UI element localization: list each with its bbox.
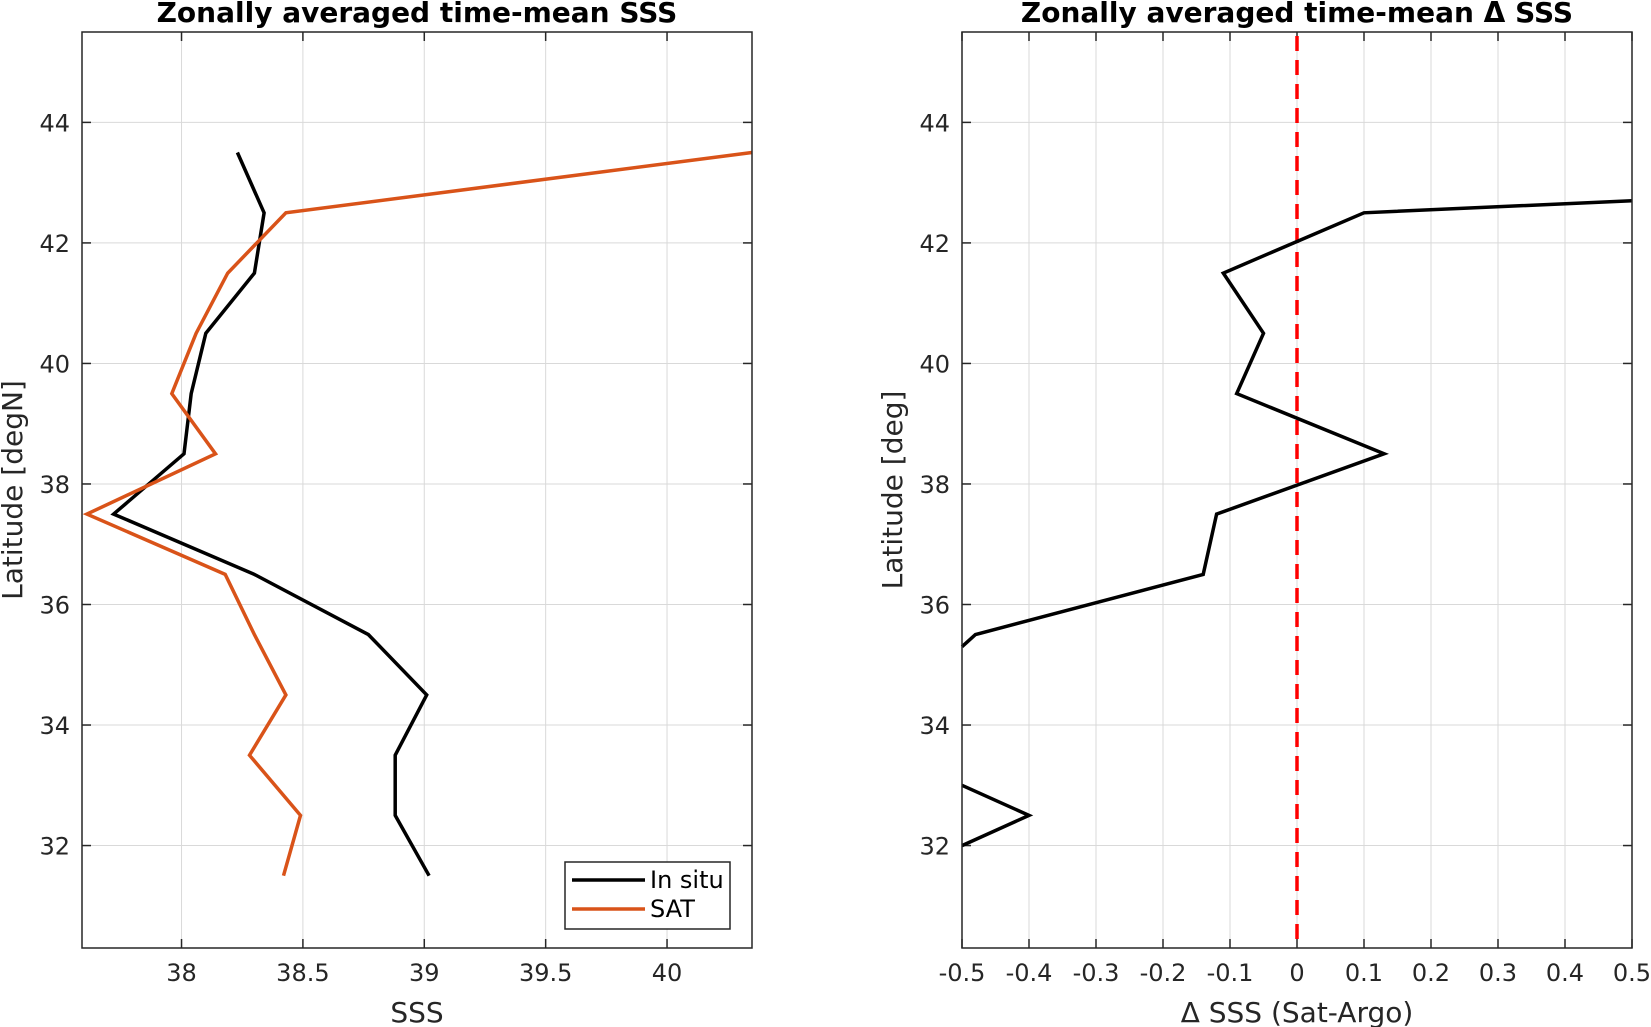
x-tick-label: 38	[166, 959, 197, 987]
y-tick-label: 38	[39, 471, 70, 499]
x-tick-label: 0.4	[1546, 959, 1584, 987]
x-tick-label: -0.5	[939, 959, 986, 987]
legend-label-sat: SAT	[650, 895, 695, 923]
series-line-in-situ	[110, 151, 431, 877]
y-tick-label: 34	[39, 712, 70, 740]
y-tick-label: 34	[919, 712, 950, 740]
x-axis-label-right: Δ SSS (Sat-Argo)	[1181, 996, 1414, 1027]
ticks-left: 38 38.5 39 39.5 40 32 34 36 38 40 42 44	[39, 32, 752, 987]
x-tick-label: 38.5	[276, 959, 329, 987]
x-tick-label: 0.5	[1613, 959, 1651, 987]
series-line-delta-sss-2	[961, 783, 1034, 848]
y-axis-label-left: Latitude [degN]	[0, 380, 29, 600]
x-tick-label: 0.2	[1412, 959, 1450, 987]
y-tick-label: 32	[919, 833, 950, 861]
legend: In situ SAT	[564, 861, 731, 930]
x-tick-label: 39	[409, 959, 440, 987]
y-tick-label: 42	[919, 230, 950, 258]
series-line-delta-sss-1	[960, 198, 1633, 648]
sss-panel: Zonally averaged time-mean SSS 38 38.5 39 3…	[0, 0, 753, 1027]
y-tick-label: 36	[39, 592, 70, 620]
x-tick-label: 0.3	[1479, 959, 1517, 987]
series-right	[960, 36, 1633, 948]
x-tick-label: -0.1	[1207, 959, 1254, 987]
ticks-right: -0.5 -0.4 -0.3 -0.2 -0.1 0 0.1 0.2 0.3 0.4 0.5 32 34…	[919, 32, 1651, 987]
y-tick-label: 32	[39, 833, 70, 861]
y-tick-label: 44	[919, 109, 950, 137]
x-tick-label: -0.2	[1140, 959, 1187, 987]
x-axis-label-left: SSS	[390, 996, 443, 1027]
x-tick-label: -0.3	[1073, 959, 1120, 987]
axes-frame-right	[961, 31, 1633, 949]
grid-left	[82, 32, 752, 948]
x-tick-label: 0	[1289, 959, 1304, 987]
delta-sss-panel: Zonally averaged time-mean Δ SSS -0.5 -0.…	[876, 0, 1651, 1027]
x-tick-label: 0.1	[1345, 959, 1383, 987]
legend-box	[564, 861, 731, 930]
series-line-sat	[82, 150, 753, 877]
y-tick-label: 38	[919, 471, 950, 499]
axes-frame-left	[81, 31, 753, 949]
y-tick-label: 40	[39, 350, 70, 378]
y-tick-label: 44	[39, 109, 70, 137]
series-left	[82, 150, 753, 877]
chart-title-right: Zonally averaged time-mean Δ SSS	[1021, 0, 1573, 29]
y-tick-label: 40	[919, 350, 950, 378]
y-tick-label: 36	[919, 592, 950, 620]
x-tick-label: 40	[652, 959, 683, 987]
x-tick-label: 39.5	[519, 959, 572, 987]
legend-label-in-situ: In situ	[650, 866, 724, 894]
x-tick-label: -0.4	[1006, 959, 1053, 987]
y-tick-label: 42	[39, 230, 70, 258]
y-axis-label-right: Latitude [deg]	[876, 391, 909, 590]
chart-title-left: Zonally averaged time-mean SSS	[157, 0, 678, 29]
